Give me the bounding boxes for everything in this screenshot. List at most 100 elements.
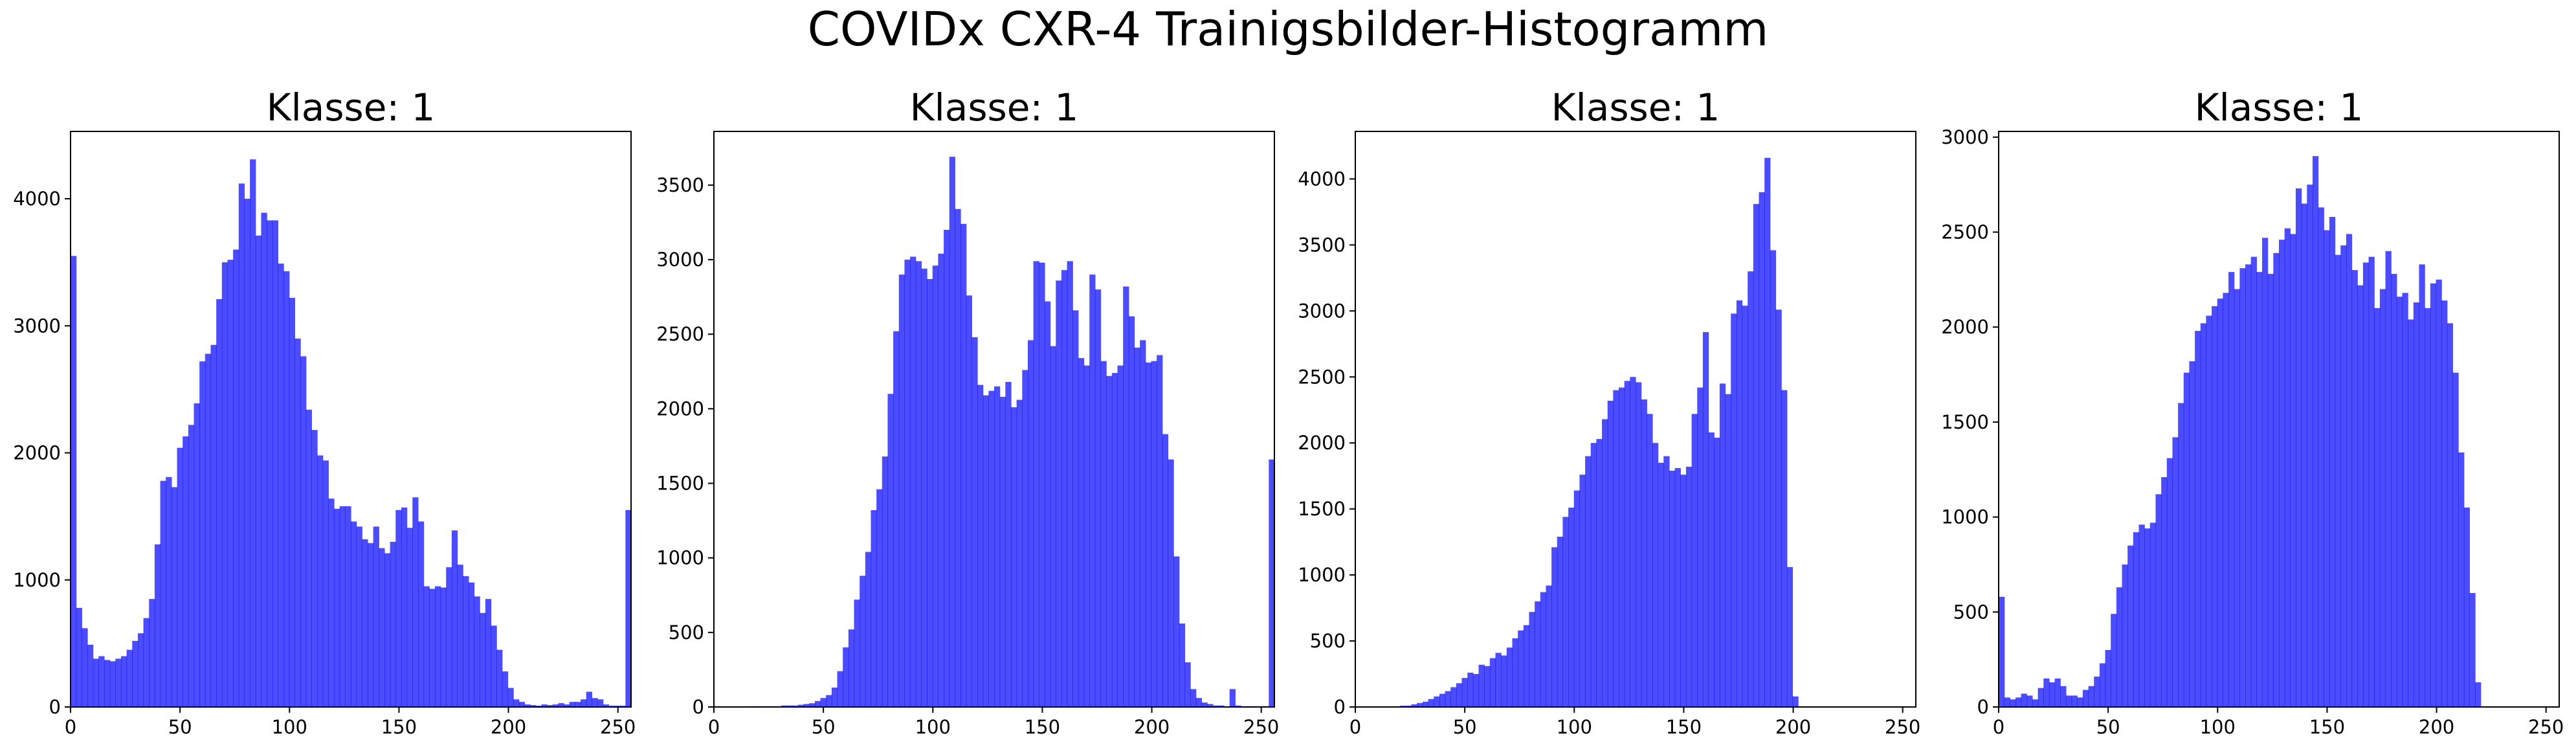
histogram-bar bbox=[898, 275, 905, 708]
histogram-bar bbox=[183, 436, 189, 707]
histogram-bar bbox=[406, 528, 413, 707]
histogram-bar bbox=[446, 567, 452, 707]
histogram-bar bbox=[1714, 438, 1720, 707]
x-tick-label: 0 bbox=[1349, 716, 1361, 738]
y-tick-label: 3000 bbox=[13, 315, 61, 337]
x-tick-label: 100 bbox=[1557, 716, 1592, 738]
histogram-bar bbox=[586, 691, 592, 707]
histogram-bar bbox=[2060, 686, 2067, 707]
histogram-bar bbox=[2088, 686, 2094, 707]
histogram-bar bbox=[1201, 702, 1208, 707]
histogram-bar bbox=[120, 656, 128, 707]
histogram-bar bbox=[1027, 340, 1034, 707]
histogram-bar bbox=[188, 425, 195, 707]
histogram-bar bbox=[581, 699, 587, 707]
x-tick-label: 200 bbox=[2419, 716, 2454, 738]
histogram-bar bbox=[1478, 664, 1485, 707]
histogram-bar bbox=[1184, 662, 1191, 707]
figure-suptitle: COVIDx CXR-4 Trainigsbilder-Histogramm bbox=[808, 2, 1769, 56]
histogram-bar bbox=[2295, 188, 2302, 707]
histogram-bar bbox=[496, 649, 503, 707]
y-tick-label: 2500 bbox=[656, 323, 704, 345]
x-tick-label: 0 bbox=[708, 716, 720, 738]
histogram-bar bbox=[1663, 456, 1670, 707]
histogram-bar bbox=[1434, 696, 1440, 707]
histogram-bar bbox=[171, 487, 178, 707]
histogram-bar bbox=[1207, 704, 1214, 707]
histogram-bar bbox=[1736, 300, 1743, 707]
histogram-bar bbox=[820, 698, 827, 707]
histogram-bar bbox=[1050, 346, 1056, 707]
histogram-bar bbox=[395, 510, 402, 707]
histogram-bar bbox=[1719, 383, 1726, 707]
histogram-bar bbox=[797, 704, 805, 707]
histogram-bar bbox=[2077, 697, 2083, 707]
histogram-bar bbox=[2324, 230, 2330, 707]
histogram-bar bbox=[2234, 289, 2240, 707]
histogram-bar bbox=[1529, 612, 1535, 707]
histogram-bar bbox=[2250, 256, 2257, 707]
histogram-bar bbox=[1033, 261, 1039, 707]
histogram-bar bbox=[2357, 285, 2364, 707]
histogram-bar bbox=[1512, 638, 1518, 707]
histogram-bar bbox=[547, 705, 553, 707]
histogram-bar bbox=[2391, 274, 2397, 707]
histogram-bar bbox=[564, 704, 570, 707]
y-tick-label: 1000 bbox=[1941, 506, 1989, 528]
y-tick-label: 2500 bbox=[1298, 366, 1346, 388]
histogram-bar bbox=[530, 705, 537, 707]
histogram-bar bbox=[955, 208, 961, 707]
histogram-bar bbox=[1999, 596, 2005, 707]
histogram-bar bbox=[317, 455, 324, 707]
histogram-bar bbox=[1411, 704, 1417, 707]
histogram-bar bbox=[289, 298, 295, 708]
histogram-bar bbox=[166, 476, 172, 707]
histogram-panel-1: Klasse: 1 0 50 100 150 200 250 0 1000 2000 3000 40… bbox=[13, 85, 636, 738]
x-tick-label: 200 bbox=[491, 716, 526, 738]
histogram-bar bbox=[960, 223, 967, 707]
histogram-bar bbox=[1551, 547, 1558, 707]
histogram-bar bbox=[93, 658, 99, 707]
histogram-bar bbox=[2043, 678, 2050, 707]
histogram-bar bbox=[328, 499, 335, 707]
histogram-bar bbox=[82, 628, 88, 707]
x-tick-label: 150 bbox=[1666, 716, 1702, 738]
y-tick-label: 1500 bbox=[1941, 411, 1989, 433]
histogram-bar bbox=[2458, 452, 2465, 707]
histogram-bar bbox=[2290, 234, 2296, 707]
histogram-bar bbox=[1044, 301, 1051, 707]
histogram-bar bbox=[826, 695, 832, 707]
histogram-bar bbox=[843, 647, 849, 707]
y-tick-label: 500 bbox=[669, 622, 704, 644]
histogram-bar bbox=[871, 510, 877, 707]
histogram-bar bbox=[2133, 532, 2140, 707]
histogram-bar bbox=[143, 618, 150, 707]
histogram-bar bbox=[2351, 270, 2358, 707]
x-tick-label: 250 bbox=[2528, 716, 2564, 738]
x-tick-label: 50 bbox=[812, 716, 836, 738]
histogram-bar bbox=[390, 541, 396, 707]
histogram-bar bbox=[2362, 262, 2370, 707]
histogram-bar bbox=[1089, 275, 1096, 708]
histogram-bar bbox=[1759, 192, 1765, 707]
histogram-bar bbox=[98, 656, 105, 707]
y-tick-label: 1500 bbox=[1298, 498, 1346, 520]
histogram-bar bbox=[2413, 302, 2420, 707]
histogram-bar bbox=[1489, 658, 1496, 707]
histogram-bar bbox=[1422, 701, 1429, 707]
histogram-bar bbox=[831, 688, 838, 707]
histogram-bar bbox=[910, 256, 916, 708]
bars bbox=[71, 159, 632, 708]
histogram-bar bbox=[1134, 347, 1140, 707]
histogram-bar bbox=[1461, 678, 1468, 707]
histogram-bar bbox=[2312, 156, 2319, 707]
histogram-bar bbox=[205, 353, 212, 707]
y-tick-label: 4000 bbox=[1298, 168, 1346, 190]
histogram-bar bbox=[966, 295, 972, 708]
histogram-bar bbox=[837, 671, 843, 707]
histogram-bar bbox=[558, 703, 564, 707]
histogram-bar bbox=[379, 548, 385, 707]
histogram-bar bbox=[451, 530, 458, 707]
histogram-bar bbox=[1016, 399, 1023, 707]
histogram-bar bbox=[2346, 234, 2353, 707]
